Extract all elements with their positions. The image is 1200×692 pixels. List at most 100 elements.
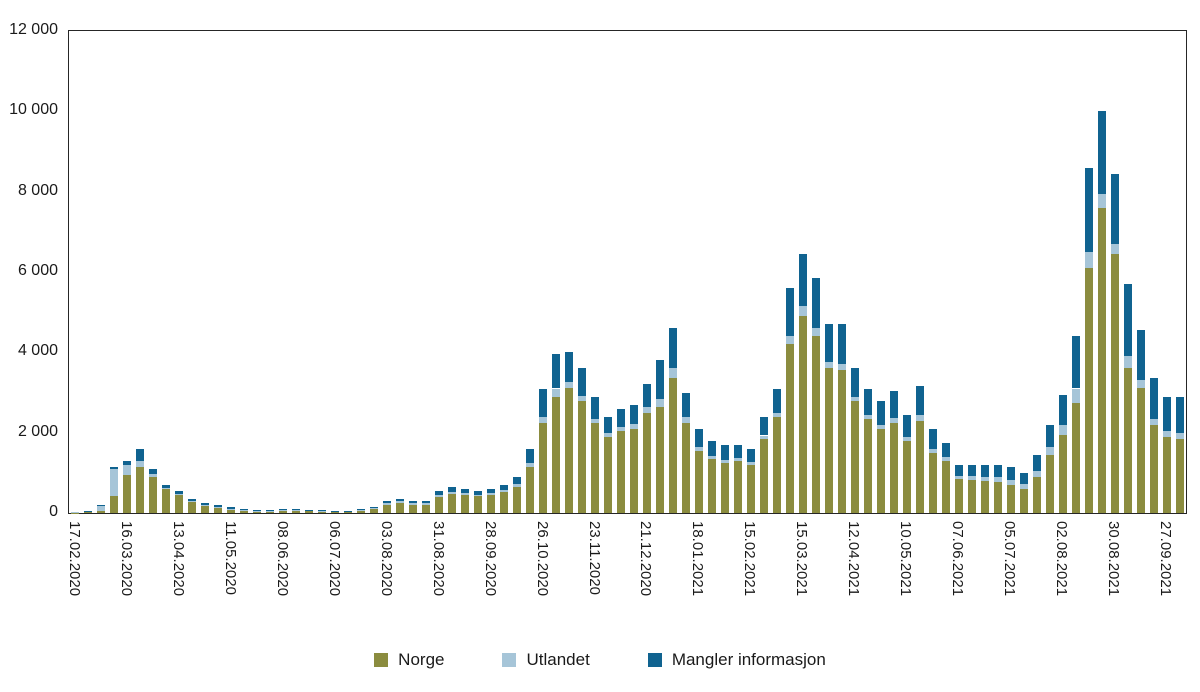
bar-segment-mangler-informasjon (824, 324, 833, 363)
bar-segment-utlandet (162, 487, 171, 489)
bar-segment-mangler-informasjon (785, 288, 794, 337)
bar-segment-mangler-informasjon (565, 352, 574, 383)
bar-segment-mangler-informasjon (954, 464, 963, 476)
bar-segment-norge (811, 336, 820, 513)
bar-segment-mangler-informasjon (1175, 396, 1184, 433)
x-tick-label: 11.05.2020 (221, 521, 239, 595)
bar-segment-mangler-informasjon (305, 509, 314, 511)
bar-segment-norge (824, 368, 833, 513)
bar-segment-norge (1019, 488, 1028, 513)
bar-segment-utlandet (1045, 446, 1054, 455)
bar-segment-norge (110, 496, 119, 513)
bar-segment-norge (474, 496, 483, 513)
bar-segment-norge (967, 480, 976, 513)
bar-segment-utlandet (980, 476, 989, 481)
bar-segment-norge (1110, 253, 1119, 513)
bar-segment-utlandet (707, 455, 716, 459)
bar-segment-utlandet (915, 414, 924, 421)
bar-segment-norge (1136, 388, 1145, 513)
bar-segment-norge (707, 458, 716, 513)
bar-segment-utlandet (1058, 424, 1067, 435)
bar-segment-utlandet (928, 448, 937, 453)
bar-segment-utlandet (733, 458, 742, 461)
bar-segment-norge (772, 416, 781, 513)
bar-segment-utlandet (759, 435, 768, 439)
x-tick-label: 23.11.2020 (585, 521, 603, 595)
bar-segment-mangler-informasjon (240, 509, 249, 510)
bar-segment-mangler-informasjon (604, 416, 613, 433)
legend-label-utlandet: Utlandet (526, 650, 590, 669)
bar-segment-mangler-informasjon (552, 354, 561, 389)
bar-segment-mangler-informasjon (539, 388, 548, 417)
bar-segment-utlandet (383, 502, 392, 505)
legend-item-utlandet: Utlandet (502, 650, 590, 670)
x-tick-label: 17.02.2020 (65, 521, 83, 597)
bar-segment-mangler-informasjon (292, 509, 301, 510)
bar-segment-utlandet (655, 398, 664, 407)
bar-segment-norge (175, 494, 184, 513)
bar-segment-mangler-informasjon (642, 384, 651, 407)
bar-segment-utlandet (785, 336, 794, 345)
bar-segment-norge (1006, 484, 1015, 513)
bar-segment-norge (487, 494, 496, 513)
bar-segment-utlandet (1136, 380, 1145, 389)
bar-segment-utlandet (617, 426, 625, 431)
bar-segment-utlandet (136, 460, 145, 467)
bar-segment-norge (681, 422, 690, 513)
bar-segment-mangler-informasjon (227, 507, 236, 509)
bar-segment-utlandet (1071, 388, 1080, 403)
bar-segment-mangler-informasjon (772, 388, 781, 413)
bar-segment-mangler-informasjon (370, 506, 379, 508)
x-tick-label: 10.05.2021 (897, 521, 915, 597)
legend: Norge Utlandet Mangler informasjon (0, 650, 1200, 670)
x-tick-label: 28.09.2020 (481, 521, 499, 597)
bar-segment-mangler-informasjon (694, 428, 703, 447)
bar-segment-utlandet (798, 306, 807, 317)
x-tick-label: 05.07.2021 (1001, 521, 1019, 597)
bar-segment-mangler-informasjon (1136, 330, 1145, 381)
bar-segment-norge (357, 510, 366, 513)
bar-segment-utlandet (1175, 432, 1184, 439)
bar-segment-norge (1084, 267, 1093, 513)
bar-segment-norge (1032, 476, 1041, 513)
bar-segment-mangler-informasjon (201, 502, 210, 505)
y-tick-label: 12 000 (9, 21, 58, 38)
bar-segment-norge (668, 378, 677, 513)
bar-segment-norge (617, 430, 625, 513)
bar-segment-norge (279, 510, 288, 513)
bar-segment-utlandet (811, 328, 820, 337)
x-tick-label: 13.04.2020 (169, 521, 187, 597)
bar-segment-mangler-informasjon (902, 414, 911, 437)
bar-segment-utlandet (668, 368, 677, 379)
bar-segment-mangler-informasjon (707, 440, 716, 456)
bar-segment-norge (565, 388, 574, 513)
bar-segment-mangler-informasjon (279, 509, 288, 510)
bar-segment-mangler-informasjon (1162, 396, 1171, 431)
bar-segment-mangler-informasjon (1149, 378, 1158, 419)
bar-segment-mangler-informasjon (1032, 454, 1041, 471)
bar-segment-mangler-informasjon (149, 468, 158, 475)
bar-segment-utlandet (110, 468, 119, 497)
x-tick-label: 27.09.2021 (1157, 521, 1175, 597)
bar-segment-utlandet (604, 432, 613, 437)
bar-segment-mangler-informasjon (422, 500, 431, 503)
bar-segment-norge (876, 428, 885, 513)
bar-segment-norge (552, 396, 561, 513)
bar-segment-norge (655, 406, 664, 513)
bar-segment-norge (500, 492, 509, 513)
bar-segment-utlandet (513, 484, 522, 487)
bar-segment-norge (305, 510, 314, 513)
bar-segment-norge (461, 494, 470, 513)
bar-segment-utlandet (993, 477, 1002, 482)
bar-segment-norge (980, 480, 989, 513)
bar-segment-mangler-informasjon (617, 408, 625, 427)
bar-segment-mangler-informasjon (448, 486, 457, 492)
bar-segment-utlandet (175, 494, 184, 495)
bar-segment-utlandet (526, 462, 535, 467)
bar-segment-mangler-informasjon (681, 392, 690, 417)
bar-segment-norge (227, 508, 236, 513)
bar-segment-norge (331, 511, 340, 513)
bar-segment-mangler-informasjon (798, 253, 807, 307)
bar-segment-utlandet (578, 395, 587, 401)
bar-segment-mangler-informasjon (578, 368, 587, 396)
